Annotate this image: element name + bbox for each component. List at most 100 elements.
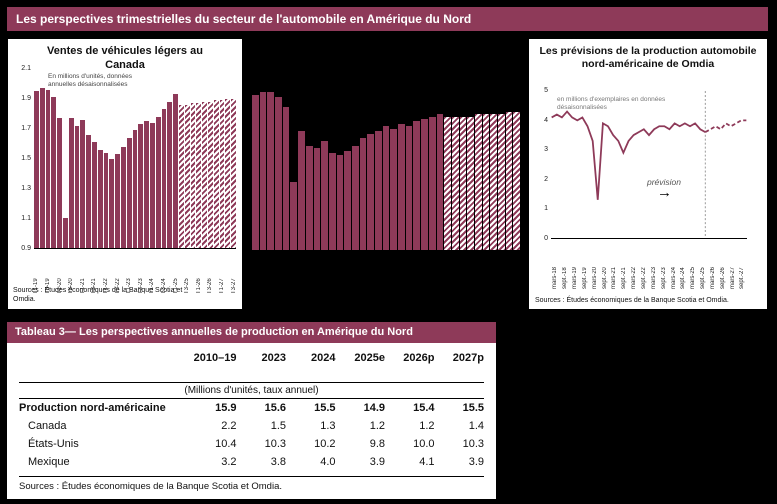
y-axis-label: 1.3 <box>21 185 31 192</box>
x-axis-label: mars-20 <box>590 243 599 289</box>
line-actual <box>551 110 706 200</box>
bar <box>344 150 351 250</box>
x-axis-label: sept.-22 <box>640 243 649 289</box>
bar <box>413 121 421 250</box>
x-axis-label: sept.-25 <box>699 243 708 289</box>
x-axis-label-text: sept.-26 <box>719 267 726 289</box>
bar <box>498 114 505 250</box>
chart-title: Ventes de véhicules légers au Canada <box>47 45 203 71</box>
bar <box>126 137 132 248</box>
x-axis-label-text: sept.-22 <box>641 267 648 289</box>
y-axis: 2.1 1.9 1.7 1.5 1.3 1.1 0.9 <box>10 65 31 253</box>
value-cell: 15.6 <box>264 402 286 414</box>
value-cell: 3.8 <box>270 456 286 468</box>
bar <box>298 131 305 250</box>
x-axis-label: mars-19 <box>571 243 580 289</box>
bar <box>213 100 219 248</box>
bar <box>144 121 149 248</box>
bar <box>155 116 161 248</box>
bar <box>91 142 97 248</box>
bar <box>97 149 103 248</box>
bar <box>313 148 321 250</box>
x-axis-label-text: T1-26 <box>195 278 202 294</box>
bar <box>109 158 115 248</box>
x-axis-label-text: sept.-23 <box>660 267 667 289</box>
bar <box>398 123 405 250</box>
x-axis-label: sept.-21 <box>620 243 629 289</box>
x-axis-label: sept.-19 <box>581 243 590 289</box>
value-cell: 15.5 <box>314 402 336 414</box>
bar <box>120 146 126 248</box>
table-row: Production nord-américaine 15.9 15.6 15.5 14… <box>19 399 484 417</box>
bar <box>321 140 328 250</box>
table-body: 2010–19 2023 2024 2025e 2026p 2027p (Millions… <box>7 343 496 499</box>
right-arrow-icon: → <box>657 184 672 201</box>
bar <box>34 91 39 248</box>
bar <box>132 130 138 248</box>
bar <box>39 88 45 248</box>
x-axis-label-text: mars-27 <box>729 266 736 289</box>
bar <box>290 182 298 250</box>
bar <box>62 218 68 248</box>
value-cell: 15.9 <box>215 402 237 414</box>
value-cell: 10.3 <box>264 438 286 450</box>
y-axis-label: 0 <box>544 234 548 242</box>
bar <box>436 114 444 250</box>
value-cell: 9.8 <box>369 438 385 450</box>
x-axis-label: mars-23 <box>649 243 658 289</box>
bar <box>252 94 259 250</box>
value-cell: 1.3 <box>320 420 336 432</box>
row-label: Production nord-américaine <box>19 402 166 414</box>
bar <box>86 134 91 248</box>
bar <box>351 145 359 250</box>
x-axis-label-text: mars-22 <box>631 266 638 289</box>
chart-sources: Sources : Études économiques de la Banqu… <box>13 286 183 303</box>
value-cell: 3.2 <box>221 456 237 468</box>
chart-title: Les prévisions de la production automobi… <box>539 45 757 71</box>
bar <box>405 126 413 250</box>
y-axis-label: 2.1 <box>21 65 31 72</box>
x-axis-label-text: mars-21 <box>611 266 618 289</box>
line-plot <box>551 91 747 239</box>
column-header: 2024 <box>311 352 336 364</box>
bar-plot <box>34 69 236 249</box>
bar <box>382 126 390 250</box>
chart-note: En millions d'unités, données annuelles … <box>48 73 132 89</box>
bar <box>178 104 184 248</box>
x-axis-label: mars-25 <box>689 243 698 289</box>
bar <box>267 92 275 250</box>
value-cell: 10.0 <box>413 438 435 450</box>
x-axis-label: mars-27 <box>728 243 737 289</box>
bar <box>259 92 267 250</box>
bar <box>513 111 521 250</box>
bar <box>207 101 213 248</box>
x-axis-label-text: T3-26 <box>207 278 214 294</box>
x-axis-label: sept.-26 <box>718 243 727 289</box>
row-label: Canada <box>28 420 67 432</box>
chart-middle-bars <box>252 85 521 250</box>
y-axis: 5 4 3 2 1 0 <box>535 87 548 243</box>
value-cell: 4.0 <box>320 456 336 468</box>
x-axis-label-text: sept.-24 <box>680 267 687 289</box>
table-title: Tableau 3— Les perspectives annuelles de… <box>7 322 496 343</box>
bar <box>51 97 57 248</box>
row-label: Mexique <box>28 456 70 468</box>
bar <box>467 116 474 250</box>
bar <box>115 154 120 248</box>
column-header: 2023 <box>261 352 286 364</box>
x-axis-label-text: mars-24 <box>670 266 677 289</box>
x-axis-label-text: mars-25 <box>690 266 697 289</box>
x-axis-label-text: mars-26 <box>709 266 716 289</box>
bar <box>428 116 436 250</box>
bar <box>190 103 196 248</box>
x-axis-label-text: sept.-19 <box>581 267 588 289</box>
table-row: États-Unis 10.4 10.3 10.2 9.8 10.0 10.3 <box>19 435 484 453</box>
y-axis-label: 1.9 <box>21 95 31 102</box>
bar <box>167 101 173 248</box>
x-axis-label-text: sept.-20 <box>601 267 608 289</box>
x-axis-label: sept.-23 <box>659 243 668 289</box>
y-axis-label: 1.5 <box>21 155 31 162</box>
value-cell: 1.2 <box>419 420 435 432</box>
value-cell: 2.2 <box>221 420 237 432</box>
column-header: 2010–19 <box>193 352 237 364</box>
